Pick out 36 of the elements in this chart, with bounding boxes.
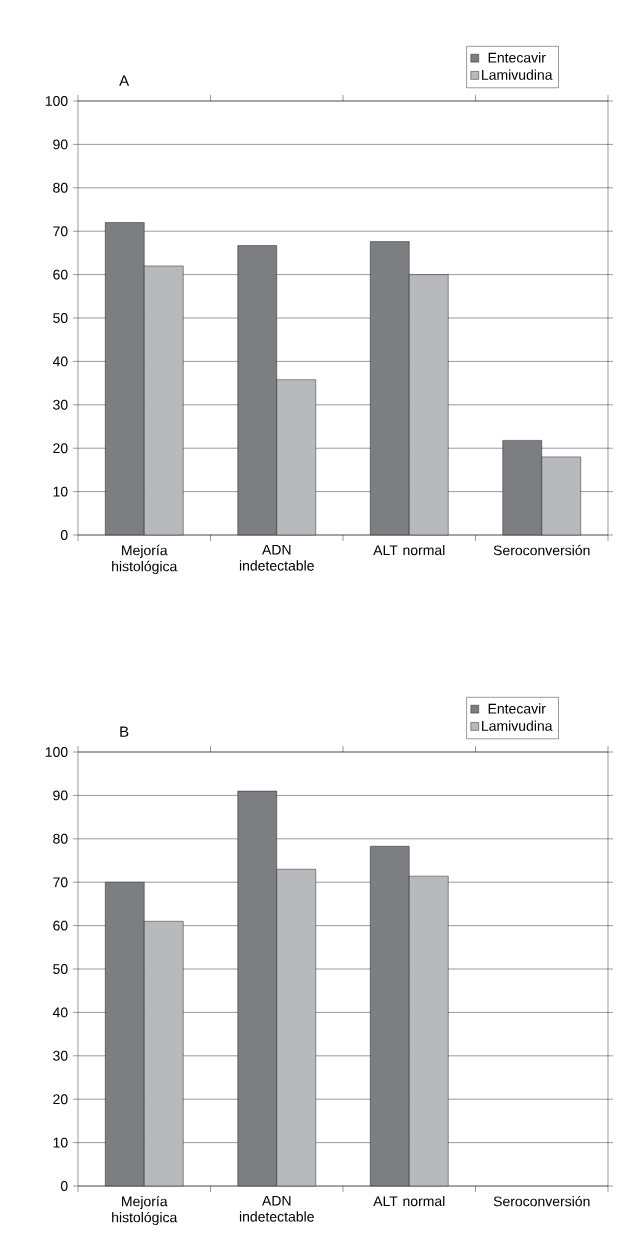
x-tick-label: ALT normal — [373, 544, 445, 556]
legend-label: Lamivudina — [482, 720, 553, 731]
y-tick-label: 100 — [45, 96, 68, 106]
x-tick-label: Mejoría histológica — [112, 1195, 178, 1226]
chart-title: A — [119, 75, 130, 86]
y-tick-label: 90 — [53, 790, 68, 801]
y-tick-label: 20 — [53, 443, 68, 454]
y-tick-label: 30 — [53, 399, 68, 410]
y-tick-label: 50 — [53, 313, 68, 323]
y-tick-label: 40 — [52, 356, 68, 367]
y-tick-label: 30 — [53, 1050, 68, 1061]
x-tick-label: Seroconversión — [493, 544, 590, 556]
chart-title: B — [120, 726, 129, 737]
x-tick-label: ADN indetectable — [239, 544, 314, 571]
y-tick-label: 50 — [53, 964, 68, 974]
y-tick-label: 60 — [53, 920, 68, 931]
y-tick-label: 60 — [53, 269, 68, 280]
x-tick-label: ADN indetectable — [239, 1195, 314, 1222]
y-tick-label: 80 — [53, 182, 68, 193]
x-tick-label: Seroconversión — [493, 1195, 590, 1207]
y-tick-label: 0 — [60, 1181, 68, 1191]
legend-label: Lamivudina — [482, 69, 553, 80]
y-tick-label: 100 — [45, 747, 68, 757]
y-tick-label: 10 — [53, 486, 68, 497]
y-tick-label: 70 — [53, 226, 68, 237]
x-tick-label: Mejoría histológica — [112, 544, 178, 575]
y-tick-label: 90 — [53, 139, 68, 150]
legend-label: Entecavir — [488, 703, 546, 714]
x-tick-label: ALT normal — [373, 1195, 445, 1207]
y-tick-label: 0 — [60, 530, 68, 540]
y-tick-label: 10 — [53, 1137, 68, 1148]
y-tick-label: 20 — [53, 1094, 68, 1105]
y-tick-label: 40 — [52, 1007, 68, 1018]
y-tick-label: 80 — [53, 833, 68, 844]
legend-label: Entecavir — [488, 52, 546, 63]
y-tick-label: 70 — [53, 877, 68, 888]
